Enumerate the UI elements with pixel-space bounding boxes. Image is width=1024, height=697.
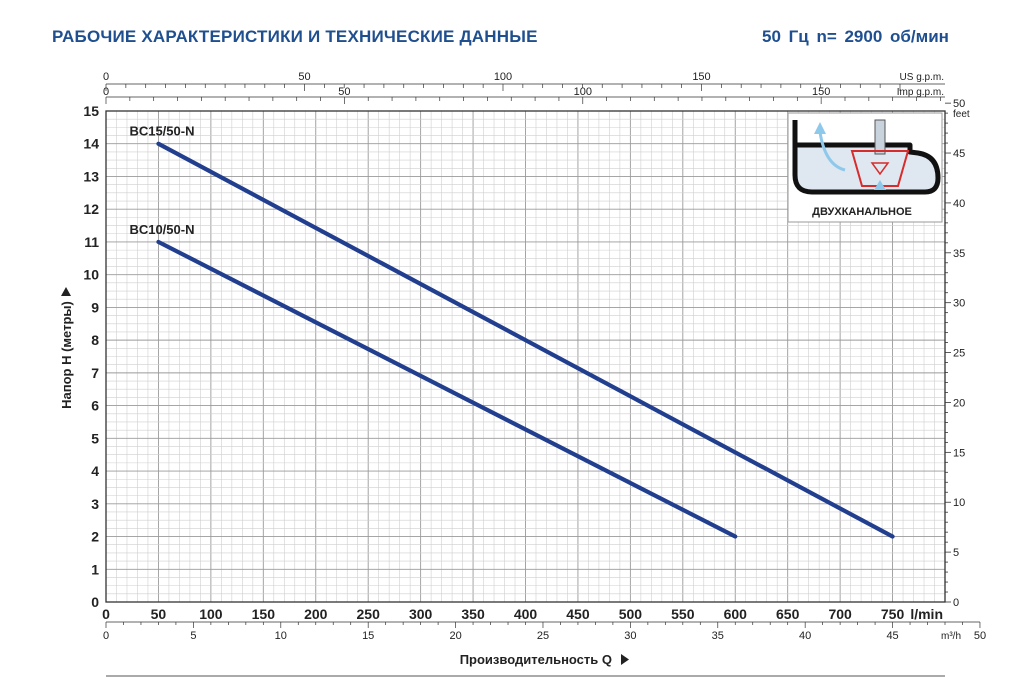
feet-tick-label: 40	[953, 198, 965, 210]
series-label: BC15/50-N	[129, 124, 194, 139]
series-line	[156, 239, 738, 539]
impeller-icon	[850, 150, 910, 187]
imp-gpm-tick-label: 100	[574, 86, 592, 98]
m3h-tick-label: 30	[624, 630, 636, 642]
feet-tick-label: 35	[953, 248, 965, 260]
y-tick-label: 10	[83, 267, 99, 283]
x-unit-label: l/min	[910, 606, 943, 622]
y-tick-label: 3	[91, 496, 99, 512]
feet-tick-label: 50	[953, 98, 965, 110]
y-tick-label: 8	[91, 332, 99, 348]
flow-arrow-icon	[818, 131, 846, 172]
x-tick-label: 700	[828, 606, 852, 622]
m3h-tick-label: 25	[537, 630, 549, 642]
x-axis-title: Производительность Q	[460, 652, 612, 667]
m3h-tick-label: 40	[799, 630, 811, 642]
inset-diagram: ДВУХКАНАЛЬНОЕ	[787, 112, 943, 223]
feet-tick-label: 0	[953, 597, 959, 609]
x-tick-label: 200	[304, 606, 328, 622]
x-tick-label: 650	[776, 606, 800, 622]
header-specs: 50 Гц n= 2900 об/мин	[762, 27, 949, 46]
feet-tick-label: 30	[953, 298, 965, 310]
x-tick-label: 350	[461, 606, 485, 622]
y-tick-label: 7	[91, 365, 99, 381]
x-axis-arrow-icon	[621, 654, 629, 665]
x-tick-label: 400	[514, 606, 538, 622]
m3h-tick-label: 0	[103, 630, 109, 642]
page-title: РАБОЧИЕ ХАРАКТЕРИСТИКИ И ТЕХНИЧЕСКИЕ ДАН…	[52, 27, 538, 46]
inset-label: ДВУХКАНАЛЬНОЕ	[812, 206, 912, 218]
m3h-tick-label: 10	[275, 630, 287, 642]
x-tick-label: 750	[881, 606, 905, 622]
x-tick-label: 550	[671, 606, 695, 622]
y-tick-label: 2	[91, 529, 99, 545]
m3h-tick-label: 20	[449, 630, 461, 642]
y-tick-label: 6	[91, 398, 99, 414]
x-tick-label: 600	[724, 606, 748, 622]
imp-gpm-unit-label: Imp g.p.m.	[897, 87, 944, 98]
x-tick-label: 250	[357, 606, 381, 622]
x-tick-label: 50	[151, 606, 167, 622]
y-tick-label: 11	[84, 234, 99, 250]
feet-tick-label: 10	[953, 497, 965, 509]
series-line	[156, 141, 895, 539]
top-axes: 0 50 100 150 0 50 100 150 US g.p.m. Imp g.p.m.	[103, 71, 945, 104]
y-tick-label: 14	[83, 136, 99, 152]
x-tick-label: 300	[409, 606, 433, 622]
feet-tick-label: 20	[953, 397, 965, 409]
plot-frame	[105, 110, 946, 603]
us-gpm-tick-label: 150	[692, 71, 710, 83]
m3h-tick-label: 5	[190, 630, 196, 642]
us-gpm-unit-label: US g.p.m.	[900, 72, 944, 83]
y-axis-title: Напор H (метры)	[59, 301, 74, 409]
y-tick-label: 1	[91, 561, 99, 577]
m3h-tick-label: 35	[712, 630, 724, 642]
us-gpm-tick-label: 0	[103, 71, 109, 83]
imp-gpm-tick-label: 50	[338, 86, 350, 98]
m3h-tick-label: 50	[974, 630, 986, 642]
y-tick-label: 5	[91, 430, 99, 446]
y-tick-label: 13	[83, 168, 99, 184]
y-tick-label: 0	[91, 594, 99, 610]
x-tick-label: 450	[566, 606, 590, 622]
feet-tick-label: 5	[953, 547, 959, 559]
imp-gpm-tick-label: 150	[812, 86, 830, 98]
us-gpm-tick-label: 100	[494, 71, 512, 83]
tick-labels: 0 50 100 150 200 250 300 350 400 450 500 550 600 650 7…	[83, 98, 986, 642]
x-tick-label: 0	[102, 606, 110, 622]
y-tick-label: 15	[83, 103, 99, 119]
feet-unit-label: feet	[953, 109, 970, 120]
m3h-tick-label: 15	[362, 630, 374, 642]
x-tick-label: 100	[199, 606, 223, 622]
series-label: BC10/50-N	[129, 222, 194, 237]
y-tick-label: 9	[91, 299, 99, 315]
y-tick-label: 12	[83, 201, 99, 217]
y-axis-arrow-icon	[61, 287, 71, 296]
x-tick-label: 150	[252, 606, 276, 622]
feet-tick-label: 45	[953, 148, 965, 160]
us-gpm-tick-label: 50	[298, 71, 310, 83]
feet-tick-label: 15	[953, 447, 965, 459]
imp-gpm-tick-label: 0	[103, 86, 109, 98]
y-tick-label: 4	[91, 463, 99, 479]
series-layer: BC15/50-N BC10/50-N	[129, 124, 895, 539]
m3h-unit-label: m³/h	[941, 631, 961, 642]
feet-tick-label: 25	[953, 348, 965, 360]
m3h-tick-label: 45	[886, 630, 898, 642]
x-tick-label: 500	[619, 606, 643, 622]
